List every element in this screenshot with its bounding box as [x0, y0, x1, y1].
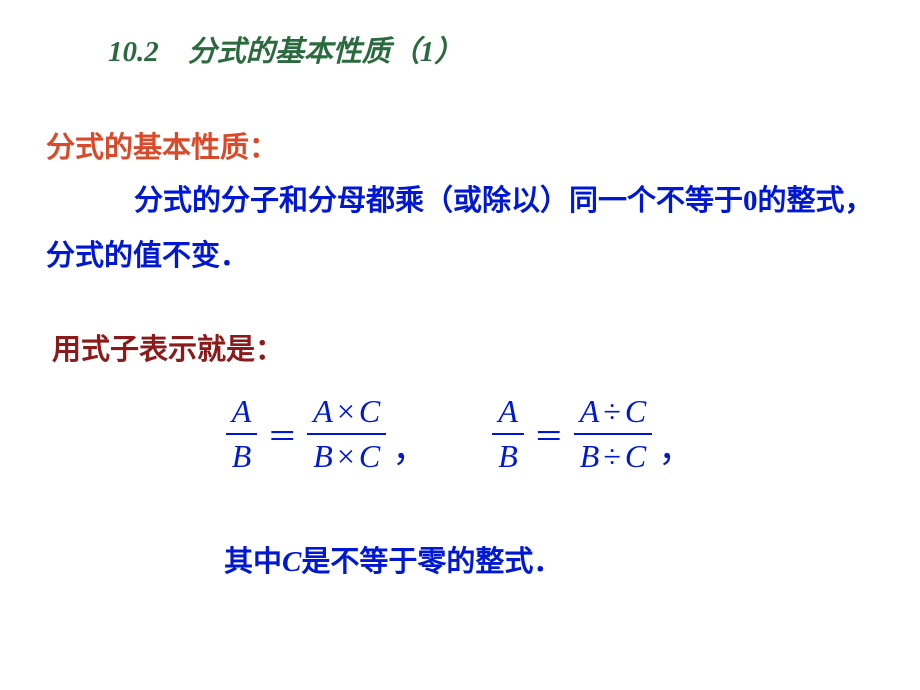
- footnote-prefix: 其中: [224, 546, 282, 578]
- denominator: B: [226, 437, 258, 476]
- section-heading: 分式的基本性质：: [46, 124, 278, 166]
- equals-sign: ＝: [257, 412, 307, 456]
- formula-block: A B ＝ A×C B×C ， A B ＝ A÷C: [0, 392, 920, 476]
- numerator: A: [226, 392, 258, 431]
- fraction-lhs: A B: [226, 392, 258, 476]
- comma: ，: [386, 420, 428, 476]
- equation-divide: A B ＝ A÷C B÷C ，: [492, 392, 694, 476]
- comma: ，: [652, 420, 694, 476]
- footnote-variable: C: [282, 546, 301, 578]
- formula-heading: 用式子表示就是：: [52, 326, 284, 368]
- numerator: A÷C: [574, 392, 652, 431]
- body-text: 分式的分子和分母都乘（或除以）同一个不等于0的整式，分式的值不变．: [46, 185, 874, 272]
- slide-title: 10.2 分式的基本性质（1）: [108, 28, 463, 70]
- fraction-lhs: A B: [492, 392, 524, 476]
- fraction-rhs: A×C B×C: [307, 392, 386, 476]
- numerator: A: [492, 392, 524, 431]
- denominator: B: [492, 437, 524, 476]
- equals-sign: ＝: [524, 412, 574, 456]
- numerator: A×C: [307, 392, 386, 431]
- formula-condition: 其中C是不等于零的整式．: [224, 538, 562, 580]
- denominator: B×C: [307, 437, 386, 476]
- property-statement: 分式的分子和分母都乘（或除以）同一个不等于0的整式，分式的值不变．: [46, 174, 874, 284]
- footnote-suffix: 是不等于零的整式．: [301, 546, 562, 578]
- fraction-rhs: A÷C B÷C: [574, 392, 652, 476]
- denominator: B÷C: [574, 437, 652, 476]
- equation-multiply: A B ＝ A×C B×C ，: [226, 392, 429, 476]
